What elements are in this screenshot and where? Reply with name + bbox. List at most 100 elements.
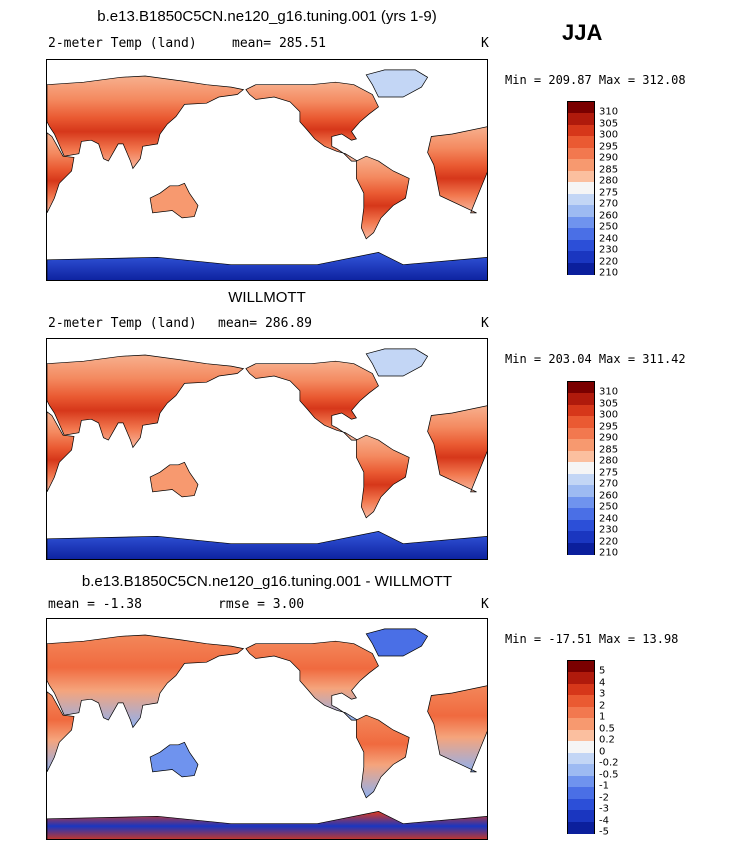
colorbar-swatch bbox=[568, 113, 594, 126]
colorbar-tick-label: -3 bbox=[599, 803, 609, 815]
landmass-eurasia bbox=[47, 354, 245, 449]
colorbar-tick-label: 230 bbox=[599, 524, 619, 536]
colorbar-tick-label: 5 bbox=[599, 665, 606, 677]
colorbar-tick-label: 285 bbox=[599, 164, 619, 176]
colorbar-swatch bbox=[568, 542, 594, 555]
landmass-antarctica bbox=[47, 811, 487, 839]
colorbar-swatch bbox=[568, 672, 594, 685]
colorbar-tick-label: 260 bbox=[599, 210, 619, 222]
mean-value: mean= 285.51 bbox=[232, 36, 326, 51]
colorbar-swatch bbox=[568, 193, 594, 206]
landmass-eurasia bbox=[47, 75, 245, 170]
colorbar-swatch bbox=[568, 439, 594, 452]
world-map bbox=[46, 338, 488, 560]
panel-title: b.e13.B1850C5CN.ne120_g16.tuning.001 (yr… bbox=[97, 8, 437, 25]
map-canvas bbox=[47, 348, 487, 559]
colorbar-swatch bbox=[568, 404, 594, 417]
min-max-label: Min = 203.04 Max = 311.42 bbox=[505, 352, 686, 366]
landmass-africa-west bbox=[427, 126, 487, 214]
colorbar bbox=[567, 101, 595, 275]
colorbar-swatch bbox=[568, 416, 594, 429]
colorbar-tick-label: 2 bbox=[599, 700, 606, 712]
colorbar-tick-label: 4 bbox=[599, 677, 606, 689]
season-label: JJA bbox=[562, 20, 603, 45]
colorbar-tick-label: -0.5 bbox=[599, 769, 619, 781]
colorbar-swatch bbox=[568, 262, 594, 275]
colorbar-tick-label: 250 bbox=[599, 221, 619, 233]
mean-value: mean= 286.89 bbox=[218, 316, 312, 331]
map-canvas bbox=[47, 69, 487, 280]
colorbar-swatch bbox=[568, 393, 594, 406]
colorbar-swatch bbox=[568, 382, 594, 395]
colorbar-swatch bbox=[568, 170, 594, 183]
colorbar-tick-label: 220 bbox=[599, 536, 619, 548]
colorbar-swatch bbox=[568, 741, 594, 754]
colorbar-tick-label: 270 bbox=[599, 198, 619, 210]
colorbar-swatch bbox=[568, 473, 594, 486]
colorbar-swatch bbox=[568, 251, 594, 264]
min-max-label: Min = 209.87 Max = 312.08 bbox=[505, 73, 686, 87]
landmass-africa-east bbox=[47, 132, 75, 214]
landmass-australia bbox=[149, 741, 199, 778]
colorbar-tick-label: 310 bbox=[599, 386, 619, 398]
mean-value: mean = -1.38 bbox=[48, 597, 142, 612]
panel-title: b.e13.B1850C5CN.ne120_g16.tuning.001 - W… bbox=[81, 573, 453, 590]
landmass-antarctica bbox=[47, 252, 487, 280]
colorbar-tick-label: 295 bbox=[599, 421, 619, 433]
colorbar-tick-label: 275 bbox=[599, 187, 619, 199]
landmass-africa-west bbox=[427, 405, 487, 493]
colorbar-tick-label: 300 bbox=[599, 129, 619, 141]
colorbar-swatch bbox=[568, 205, 594, 218]
colorbar-swatch bbox=[568, 764, 594, 777]
colorbar-tick-label: 230 bbox=[599, 244, 619, 256]
colorbar-tick-label: -5 bbox=[599, 826, 609, 838]
units-label: K bbox=[481, 36, 489, 51]
colorbar-swatch bbox=[568, 775, 594, 788]
map-canvas bbox=[47, 628, 487, 839]
landmass-north-america bbox=[245, 640, 379, 721]
colorbar-swatch bbox=[568, 124, 594, 137]
landmass-north-america bbox=[245, 81, 379, 162]
colorbar-swatch bbox=[568, 787, 594, 800]
landmass-north-america bbox=[245, 360, 379, 441]
units-label: K bbox=[481, 597, 489, 612]
colorbar-tick-label: 290 bbox=[599, 152, 619, 164]
colorbar-swatch bbox=[568, 706, 594, 719]
colorbar-tick-label: 275 bbox=[599, 467, 619, 479]
colorbar-tick-label: 210 bbox=[599, 547, 619, 559]
world-map bbox=[46, 618, 488, 840]
colorbar-swatch bbox=[568, 102, 594, 115]
colorbar-tick-label: 300 bbox=[599, 409, 619, 421]
colorbar-tick-label: 3 bbox=[599, 688, 606, 700]
colorbar-tick-label: 295 bbox=[599, 141, 619, 153]
colorbar-swatch bbox=[568, 695, 594, 708]
colorbar-tick-label: -0.2 bbox=[599, 757, 619, 769]
colorbar-tick-label: 310 bbox=[599, 106, 619, 118]
colorbar-swatch bbox=[568, 228, 594, 241]
colorbar-swatch bbox=[568, 496, 594, 509]
colorbar-swatch bbox=[568, 729, 594, 742]
colorbar-tick-label: 210 bbox=[599, 267, 619, 279]
landmass-south-america bbox=[356, 155, 410, 240]
rmse-value: rmse = 3.00 bbox=[218, 597, 305, 612]
landmass-greenland bbox=[365, 69, 429, 98]
colorbar-tick-label: 285 bbox=[599, 444, 619, 456]
colorbar-swatch bbox=[568, 508, 594, 521]
landmass-eurasia bbox=[47, 634, 245, 729]
colorbar-tick-label: 260 bbox=[599, 490, 619, 502]
colorbar-swatch bbox=[568, 683, 594, 696]
colorbar bbox=[567, 660, 595, 834]
landmass-australia bbox=[149, 182, 199, 219]
colorbar-tick-label: 290 bbox=[599, 432, 619, 444]
landmass-south-america bbox=[356, 714, 410, 799]
colorbar-swatch bbox=[568, 182, 594, 195]
colorbar-swatch bbox=[568, 485, 594, 498]
colorbar-tick-label: 0.2 bbox=[599, 734, 615, 746]
landmass-greenland bbox=[365, 348, 429, 377]
colorbar-tick-label: -1 bbox=[599, 780, 609, 792]
colorbar-tick-label: 0.5 bbox=[599, 723, 615, 735]
landmass-greenland bbox=[365, 628, 429, 657]
landmass-africa-east bbox=[47, 691, 75, 773]
colorbar-swatch bbox=[568, 718, 594, 731]
landmass-africa-west bbox=[427, 685, 487, 773]
